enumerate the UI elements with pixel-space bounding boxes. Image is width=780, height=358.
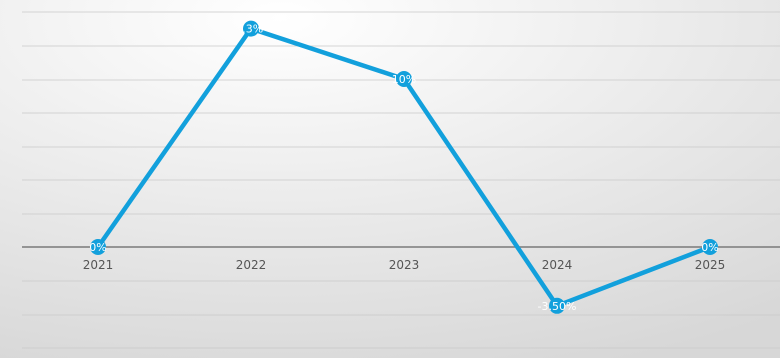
x-tick-label: 2024 [542,258,573,272]
x-tick-label: 2025 [695,258,726,272]
x-tick-label: 2022 [236,258,267,272]
data-label: 13% [239,23,263,36]
x-tick-label: 2023 [389,258,420,272]
x-tick-label: 2021 [83,258,114,272]
data-label: 10% [392,73,416,86]
data-label: 0% [89,241,106,254]
data-label: 0% [701,241,718,254]
data-label: -3.50% [538,300,577,313]
